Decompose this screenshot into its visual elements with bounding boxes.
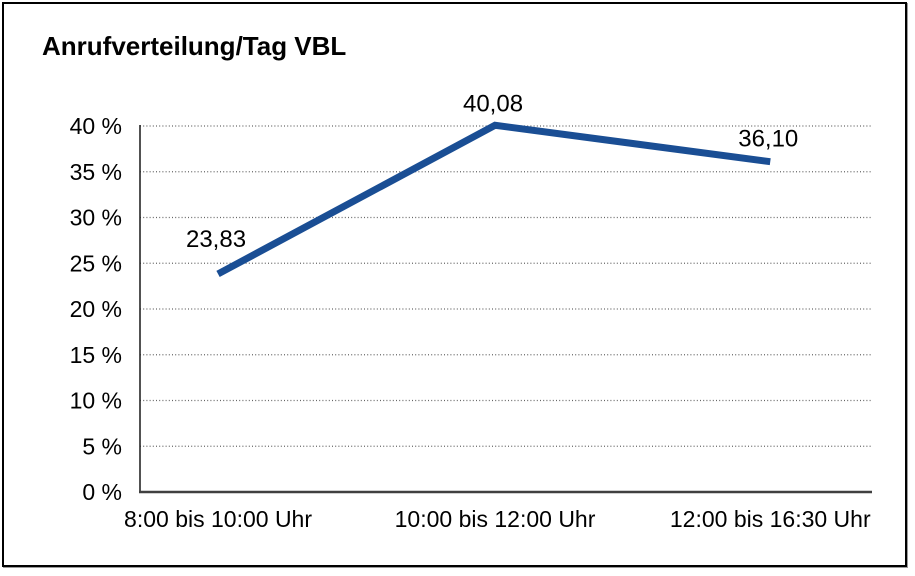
x-category-label: 10:00 bis 12:00 Uhr [395,506,596,532]
data-point-label: 23,83 [186,226,246,253]
data-point-label: 36,10 [738,126,798,153]
y-tick-label: 40 % [70,113,122,139]
data-point-label: 40,08 [463,90,523,117]
y-tick-label: 20 % [70,296,122,322]
y-tick-label: 0 % [82,479,122,505]
x-category-label: 12:00 bis 16:30 Uhr [670,506,871,532]
chart-frame [2,2,907,567]
series-line [216,121,771,278]
y-tick-label: 35 % [70,159,122,185]
chart-title: Anrufverteilung/Tag VBL [42,31,347,61]
y-tick-label: 30 % [70,205,122,231]
y-tick-label: 15 % [70,342,122,368]
y-tick-label: 5 % [82,433,122,459]
x-category-label: 8:00 bis 10:00 Uhr [124,506,312,532]
y-tick-label: 25 % [70,250,122,276]
y-tick-label: 10 % [70,388,122,414]
